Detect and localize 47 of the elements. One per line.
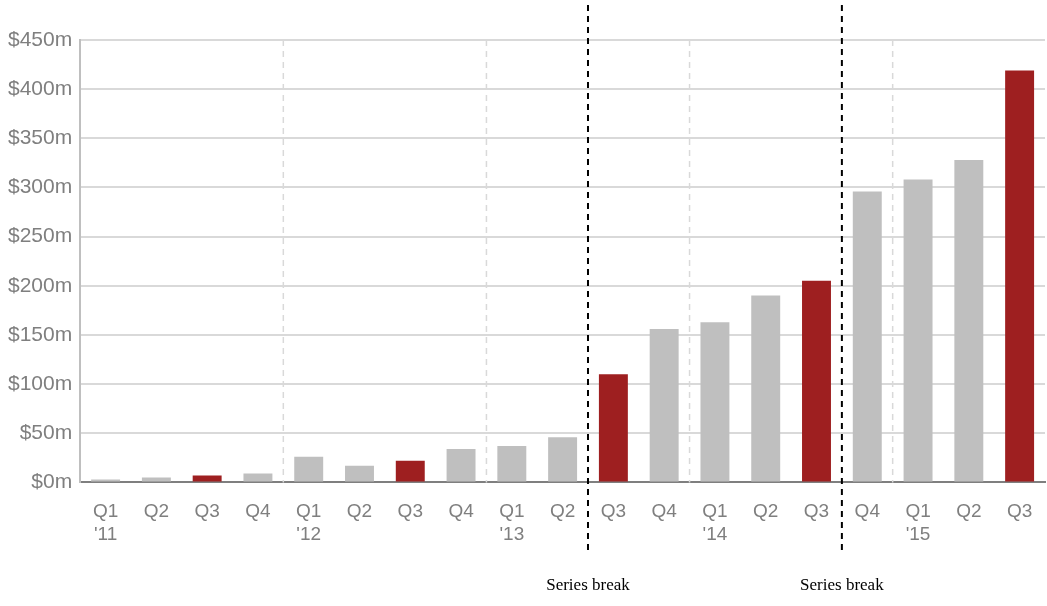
text: Series break <box>546 575 631 595</box>
y-tick-label: $300m <box>7 174 73 198</box>
bar <box>345 465 374 482</box>
bar <box>903 179 933 482</box>
bar <box>294 456 324 482</box>
x-tick-label: Q4 <box>854 500 881 522</box>
bar <box>751 295 781 482</box>
bar <box>598 374 628 482</box>
x-tick-label: Q2 <box>549 500 576 522</box>
bar <box>548 437 578 482</box>
bar <box>700 322 730 482</box>
x-tick-label: Q3 <box>194 500 220 522</box>
bar <box>141 477 171 482</box>
x-tick-label: Q1 '12 <box>296 500 322 544</box>
x-tick-label: Q3 <box>803 500 830 522</box>
x-tick-label: Q3 <box>600 500 627 522</box>
y-tick-label: $350m <box>7 125 73 149</box>
x-tick-label: Q4 <box>651 500 678 522</box>
x-tick-label: Q3 <box>397 500 423 522</box>
x-tick-label: Q1 '11 <box>92 500 119 544</box>
x-tick-label: Q1 '15 <box>905 500 931 544</box>
bar <box>852 191 882 482</box>
x-tick-label: Q1 '14 <box>702 500 728 544</box>
y-tick-label: $200m <box>7 272 73 296</box>
x-tick-label: Q1 '13 <box>499 500 525 544</box>
x-tick-label: Q2 <box>143 500 170 522</box>
x-tick-label: Q2 <box>956 500 982 522</box>
y-tick-label: $450m <box>7 26 73 50</box>
y-tick-label: $150m <box>7 321 73 345</box>
bar <box>649 329 679 482</box>
bar <box>954 159 984 482</box>
bar <box>446 448 476 482</box>
bar <box>497 446 527 482</box>
bar <box>802 280 831 482</box>
y-tick-label: $250m <box>7 223 73 247</box>
x-tick-label: Q2 <box>346 500 373 522</box>
y-tick-label: $50m <box>19 420 73 444</box>
y-tick-label: $0m <box>31 469 73 493</box>
y-tick-label: $100m <box>7 370 73 394</box>
bar <box>1005 70 1035 482</box>
text: Series break <box>800 575 885 595</box>
y-tick-label: $400m <box>7 75 73 99</box>
x-tick-label: Q4 <box>245 500 272 522</box>
bar <box>395 460 425 482</box>
x-tick-label: Q4 <box>448 500 475 522</box>
x-tick-label: Q2 <box>753 500 779 522</box>
x-tick-label: Q3 <box>1006 500 1033 522</box>
